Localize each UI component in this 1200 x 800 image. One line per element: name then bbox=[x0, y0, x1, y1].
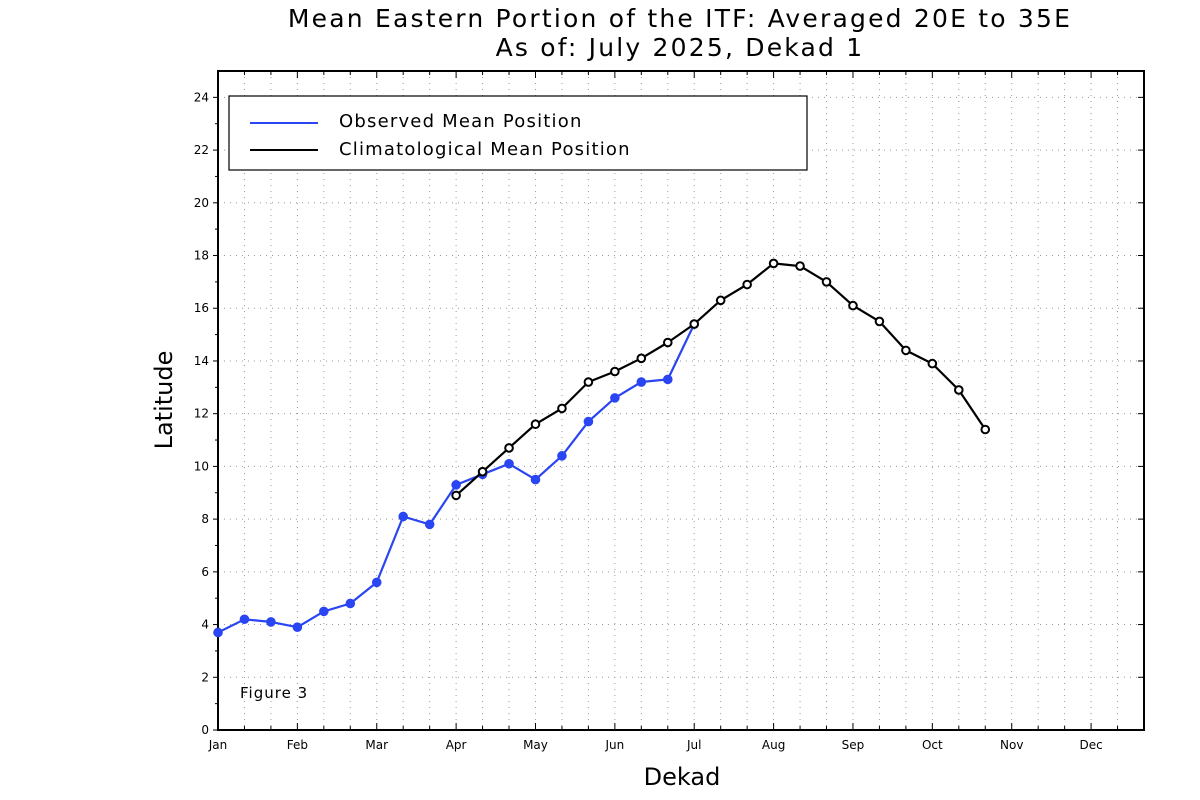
y-tick-label: 14 bbox=[194, 354, 209, 368]
data-series bbox=[213, 258, 991, 638]
y-tick-label: 16 bbox=[194, 301, 209, 315]
x-tick-label: Mar bbox=[365, 738, 388, 752]
legend-label-climatology: Climatological Mean Position bbox=[339, 139, 631, 160]
x-tick-label: Jul bbox=[686, 738, 701, 752]
x-tick-label: May bbox=[523, 738, 548, 752]
data-point bbox=[662, 337, 673, 348]
data-point bbox=[530, 474, 541, 485]
y-tick-label: 18 bbox=[194, 249, 209, 263]
y-axis-title: Latitude bbox=[150, 351, 178, 450]
data-point bbox=[239, 614, 250, 625]
data-point bbox=[451, 480, 461, 490]
x-tick-label: Sep bbox=[842, 738, 865, 752]
x-tick-label: Jan bbox=[208, 738, 228, 752]
data-point bbox=[451, 490, 461, 501]
x-tick-label: Feb bbox=[287, 738, 308, 752]
data-point bbox=[266, 617, 276, 627]
x-tick-label: Apr bbox=[446, 738, 467, 752]
series-observed bbox=[213, 319, 700, 638]
data-point bbox=[424, 519, 435, 530]
data-point bbox=[504, 458, 514, 469]
data-point bbox=[768, 258, 779, 269]
chart-subtitle: As of: July 2025, Dekad 1 bbox=[496, 33, 865, 62]
data-point bbox=[742, 279, 752, 290]
data-point bbox=[874, 316, 885, 327]
data-point bbox=[927, 358, 938, 369]
x-axis-title: Dekad bbox=[644, 763, 721, 791]
y-tick-label: 22 bbox=[194, 143, 209, 157]
y-tick-label: 8 bbox=[201, 512, 209, 526]
legend: Observed Mean Position Climatological Me… bbox=[228, 95, 808, 171]
data-point bbox=[821, 277, 832, 287]
data-point bbox=[530, 419, 541, 430]
data-point bbox=[715, 295, 726, 306]
x-tick-labels: Jan Feb Mar Apr May Jun Jul Aug Sep Oct Nov Dec bbox=[208, 738, 1103, 752]
data-point bbox=[795, 261, 805, 271]
x-tick-label: Nov bbox=[1000, 738, 1023, 752]
data-point bbox=[557, 451, 567, 461]
data-point bbox=[689, 319, 700, 329]
y-tick-label: 20 bbox=[194, 196, 209, 210]
legend-box bbox=[228, 95, 808, 171]
y-tick-label: 2 bbox=[201, 670, 209, 684]
data-point bbox=[213, 627, 223, 638]
series-climatology bbox=[451, 258, 991, 501]
data-point bbox=[319, 606, 329, 617]
data-point bbox=[636, 377, 647, 387]
data-point bbox=[636, 353, 647, 364]
data-point bbox=[980, 424, 991, 435]
chart-title: Mean Eastern Portion of the ITF: Average… bbox=[288, 4, 1072, 33]
data-point bbox=[954, 385, 964, 395]
data-point bbox=[610, 393, 620, 403]
x-tick-label: Jun bbox=[604, 738, 624, 752]
x-tick-label: Dec bbox=[1079, 738, 1102, 752]
data-point bbox=[848, 300, 858, 311]
y-tick-label: 10 bbox=[194, 459, 209, 473]
data-point bbox=[504, 443, 514, 453]
series-line bbox=[217, 323, 696, 634]
data-point bbox=[557, 403, 567, 414]
data-point bbox=[477, 466, 488, 477]
data-point bbox=[398, 511, 409, 522]
data-point bbox=[371, 577, 382, 588]
data-point bbox=[901, 345, 911, 356]
y-tick-label: 6 bbox=[201, 565, 209, 579]
data-point bbox=[583, 377, 594, 387]
data-point bbox=[345, 598, 356, 609]
figure-annotation: Figure 3 bbox=[240, 684, 308, 702]
data-point bbox=[610, 366, 620, 377]
data-point bbox=[662, 374, 673, 385]
x-tick-label: Aug bbox=[762, 738, 785, 752]
legend-label-observed: Observed Mean Position bbox=[339, 111, 583, 132]
data-point bbox=[292, 622, 303, 632]
y-tick-label: 4 bbox=[201, 618, 209, 632]
y-tick-label: 12 bbox=[194, 407, 209, 421]
x-tick-label: Oct bbox=[922, 738, 943, 752]
plot-frame bbox=[217, 70, 1145, 731]
data-point bbox=[583, 416, 594, 427]
y-tick-label: 0 bbox=[201, 723, 209, 737]
y-tick-label: 24 bbox=[194, 90, 209, 104]
